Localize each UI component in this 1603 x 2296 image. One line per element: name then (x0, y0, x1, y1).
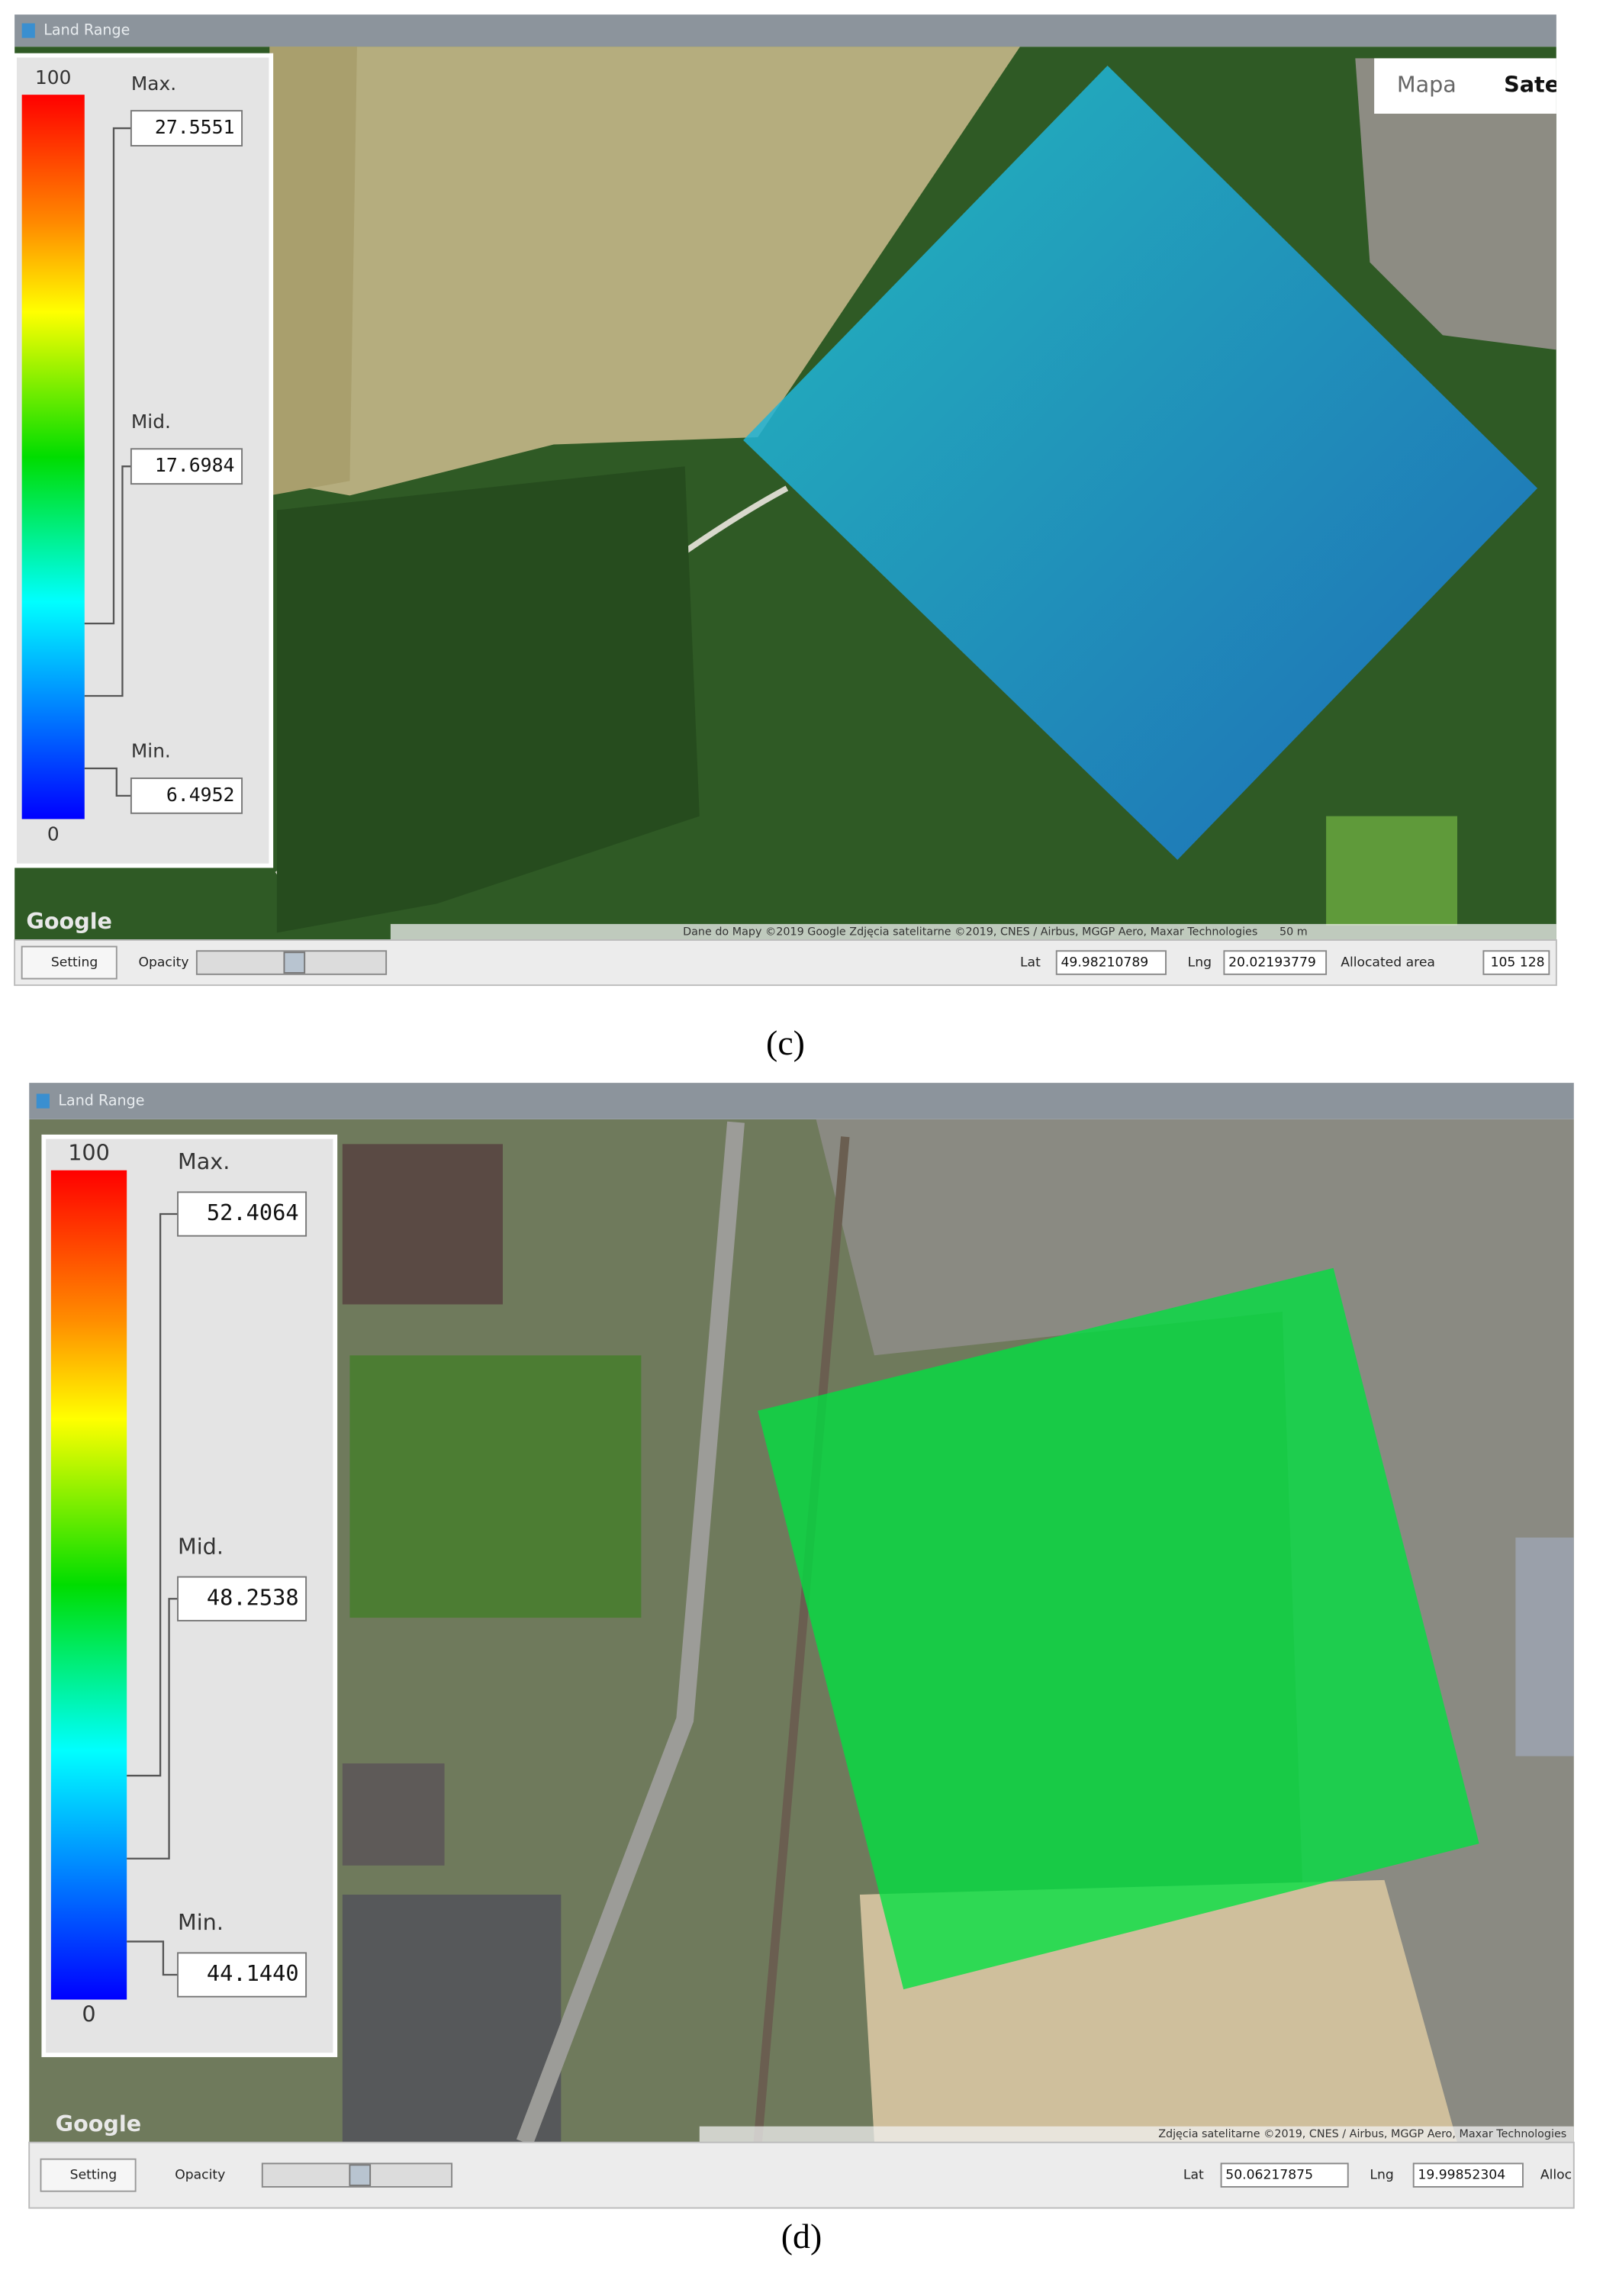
lat-label: Lat (1020, 955, 1041, 971)
buildings (1355, 58, 1556, 350)
area-label: Allocated area (1341, 955, 1435, 971)
field (269, 47, 1020, 496)
status-bar: Setting Opacity Lat 50.06217875 Lng 19.998523… (28, 2141, 1575, 2209)
setting-label: Setting (70, 2168, 117, 2183)
parking (342, 1894, 562, 2143)
status-bar: Setting Opacity Lat 49.98210789 Lng 20.021937… (14, 939, 1557, 987)
area-value: 105 128 (1491, 955, 1545, 971)
screenshot-panel: Land Range Google Dane do Mapy ©2019 Googl… (12, 14, 1567, 1062)
scale-top: 100 (35, 66, 71, 89)
slider-thumb (283, 952, 306, 974)
building (1515, 1538, 1574, 1757)
setting-button[interactable] (21, 945, 117, 980)
bracket (84, 127, 131, 625)
opacity-label: Opacity (175, 2168, 225, 2183)
max-value: 52.4064 (207, 1200, 299, 1225)
max-value: 27.5551 (155, 116, 235, 138)
setting-button[interactable] (40, 2158, 137, 2192)
lat-box (1220, 2162, 1349, 2188)
green-area (349, 1355, 642, 1618)
lat-label: Lat (1183, 2168, 1204, 2183)
max-value-box (177, 1191, 307, 1237)
max-value-box (130, 110, 243, 147)
scale-bottom: 0 (82, 2001, 95, 2027)
forest-patch (276, 466, 700, 933)
min-value: 44.1440 (207, 1960, 299, 1986)
setting-label: Setting (51, 955, 98, 971)
mid-value: 48.2538 (207, 1584, 299, 1610)
app-icon (21, 23, 35, 38)
lng-label: Lng (1370, 2168, 1393, 2183)
lng-box (1412, 2162, 1524, 2188)
rail (753, 1136, 850, 2143)
legend: 100 0 Max. 52.4064 Mid. 48.2538 Min. 44.1440 (41, 1134, 338, 2057)
mid-label: Mid. (131, 411, 171, 433)
lat-value: 49.98210789 (1061, 955, 1148, 971)
min-label: Min. (131, 740, 171, 762)
color-scale (21, 95, 85, 820)
map-type-control (1374, 58, 1556, 114)
attribution-bg (390, 923, 1556, 940)
max-label: Max. (178, 1148, 230, 1174)
lng-label: Lng (1188, 955, 1212, 971)
bracket (127, 1598, 179, 1860)
legend: 100 0 Max. 27.5551 Mid. 17.6984 Min. 6.4952 (12, 53, 274, 868)
lat-value: 50.06217875 (1225, 2168, 1313, 2183)
bracket (84, 465, 131, 697)
min-label: Min. (178, 1909, 224, 1935)
window-title: Land Range (58, 1091, 144, 1109)
max-label: Max. (131, 72, 176, 95)
mid-value-box (130, 448, 243, 485)
field-strip (269, 47, 357, 496)
map-logo: Google (26, 908, 112, 934)
data-overlay (743, 65, 1538, 860)
app-icon (36, 1093, 50, 1109)
attribution-bg (699, 2126, 1574, 2143)
bracket (127, 1212, 179, 1777)
map-logo: Google (56, 2111, 142, 2137)
area-box (1482, 950, 1550, 975)
scale-bottom: 0 (47, 823, 60, 845)
min-value-box (177, 1952, 307, 1998)
road (516, 1121, 745, 2143)
slider-thumb (349, 2164, 372, 2186)
map: Google Dane do Mapy ©2019 Google Zdjęcia … (14, 47, 1567, 940)
color-scale (50, 1170, 127, 2000)
lat-box (1055, 950, 1167, 975)
mid-value-box (177, 1576, 307, 1621)
attribution: Zdjęcia satelitarne ©2019, CNES / Airbus… (1158, 2128, 1566, 2140)
map-type-button[interactable]: Satel (1504, 72, 1567, 98)
caption: (c) (766, 1023, 805, 1062)
map-type-button[interactable]: Mapa (1397, 72, 1457, 98)
opacity-label: Opacity (138, 955, 188, 971)
lng-value: 19.99852304 (1418, 2168, 1505, 2183)
bracket (127, 1940, 179, 1976)
min-value: 6.4952 (166, 784, 235, 806)
data-overlay (758, 1267, 1479, 1990)
bracket (84, 767, 131, 797)
meadow (1326, 816, 1457, 926)
lng-box (1223, 950, 1328, 975)
area-label: Alloc (1540, 2168, 1572, 2183)
title-bar (29, 1083, 1574, 1119)
attribution: Dane do Mapy ©2019 Google Zdjęcia sateli… (683, 926, 1257, 938)
window-title: Land Range (43, 21, 130, 39)
screenshot-panel: Land Range Google Zdjęcia satelitarne ©201… (28, 1083, 1575, 2256)
mid-value: 17.6984 (155, 454, 235, 476)
building (342, 1763, 445, 1866)
building (342, 1144, 503, 1305)
lng-value: 20.02193779 (1228, 955, 1316, 971)
caption: (d) (781, 2217, 822, 2256)
map-scale: 50 m (1280, 926, 1308, 938)
mid-label: Mid. (178, 1533, 224, 1559)
scale-top: 100 (68, 1140, 110, 1166)
min-value-box (130, 777, 243, 814)
title-bar (14, 14, 1556, 47)
